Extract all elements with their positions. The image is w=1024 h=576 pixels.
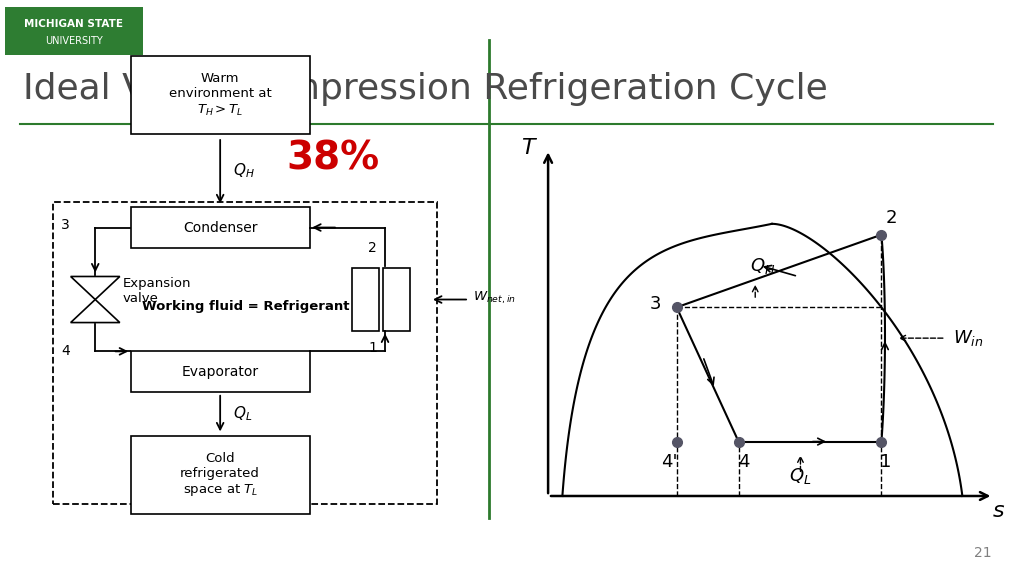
Text: 2: 2 [368, 241, 377, 255]
FancyBboxPatch shape [383, 268, 410, 331]
Text: Cold
refrigerated
space at $T_L$: Cold refrigerated space at $T_L$ [180, 452, 260, 498]
FancyBboxPatch shape [131, 351, 309, 392]
FancyBboxPatch shape [5, 7, 143, 55]
Text: UNIVERSITY: UNIVERSITY [45, 36, 102, 47]
FancyBboxPatch shape [352, 268, 379, 331]
Text: $T$: $T$ [520, 138, 538, 158]
Text: Warm
environment at
$T_H > T_L$: Warm environment at $T_H > T_L$ [169, 73, 271, 118]
Text: $W_{net,in}$: $W_{net,in}$ [473, 290, 516, 306]
Text: 4: 4 [60, 344, 70, 358]
Text: Ideal Vapor Compression Refrigeration Cycle: Ideal Vapor Compression Refrigeration Cy… [23, 72, 827, 107]
Text: Expansion
valve: Expansion valve [123, 277, 191, 305]
Text: $s$: $s$ [991, 501, 1005, 521]
Text: 2: 2 [885, 210, 897, 228]
Text: $Q_H$: $Q_H$ [750, 256, 775, 275]
Text: MICHIGAN STATE: MICHIGAN STATE [25, 19, 123, 29]
Text: Working fluid = Refrigerant: Working fluid = Refrigerant [142, 300, 349, 313]
FancyBboxPatch shape [131, 437, 309, 514]
Text: $Q_H$: $Q_H$ [233, 162, 255, 180]
Text: $W_{in}$: $W_{in}$ [953, 328, 983, 348]
Text: Condenser: Condenser [183, 221, 257, 234]
Text: 21: 21 [974, 546, 992, 560]
Text: $Q_L$: $Q_L$ [790, 466, 812, 486]
Text: 4: 4 [737, 453, 750, 471]
Text: 38%: 38% [287, 139, 379, 177]
FancyBboxPatch shape [131, 207, 309, 248]
Polygon shape [71, 300, 120, 323]
Polygon shape [71, 276, 120, 300]
Text: 1: 1 [368, 342, 377, 355]
Text: $Q_L$: $Q_L$ [233, 404, 253, 423]
Text: 3: 3 [649, 295, 660, 313]
Text: 3: 3 [60, 218, 70, 232]
Text: 1: 1 [881, 453, 892, 471]
Text: 4': 4' [662, 453, 678, 471]
FancyBboxPatch shape [131, 56, 309, 134]
Text: Evaporator: Evaporator [181, 365, 259, 378]
